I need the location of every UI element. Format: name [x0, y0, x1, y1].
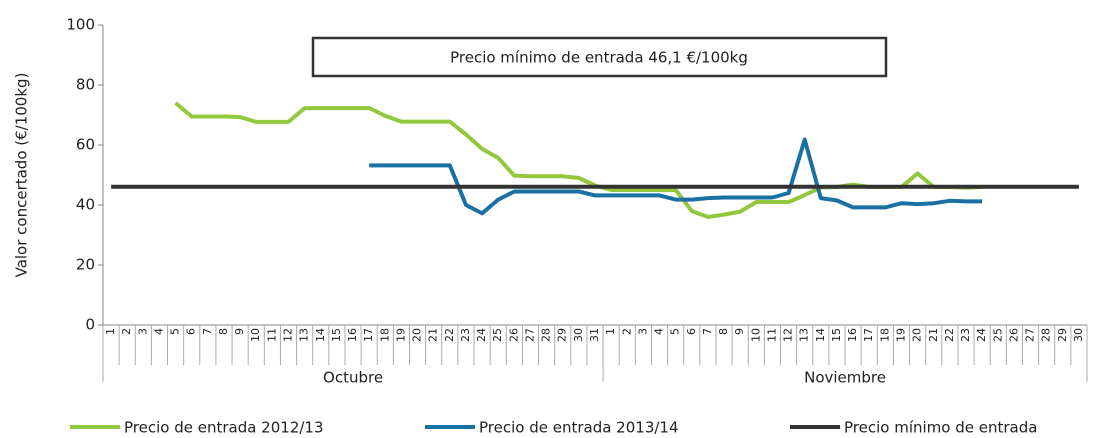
x-tick-label: 7 [201, 328, 214, 335]
x-tick-label: 21 [927, 328, 940, 342]
x-tick-label: 12 [282, 328, 295, 342]
x-tick-label: 14 [314, 328, 327, 342]
x-tick-label: 9 [733, 328, 746, 335]
x-tick-label: 28 [1040, 328, 1053, 342]
legend-label: Precio de entrada 2012/13 [124, 419, 324, 437]
x-tick-label: 9 [233, 328, 246, 335]
x-tick-label: 30 [1072, 328, 1085, 342]
annotation-box [311, 36, 888, 78]
x-tick-label: 6 [685, 328, 698, 335]
x-tick-label: 5 [669, 328, 682, 335]
x-tick-label: 8 [217, 328, 230, 335]
y-tick-label: 100 [66, 16, 95, 34]
x-tick-label: 2 [120, 328, 133, 335]
x-tick-label: 15 [830, 328, 843, 342]
y-tick-label: 40 [76, 196, 95, 214]
y-tick-label: 20 [76, 256, 95, 274]
y-axis-label: Valor concertado (€/100kg) [13, 73, 31, 278]
x-tick-label: 1 [604, 328, 617, 335]
x-tick-label: 10 [749, 328, 762, 342]
y-tick-label: 60 [76, 136, 95, 154]
x-tick-label: 5 [169, 328, 182, 335]
x-tick-label: 26 [507, 328, 520, 342]
x-tick-label: 13 [298, 328, 311, 342]
x-tick-label: 28 [540, 328, 553, 342]
x-tick-label: 11 [765, 328, 778, 342]
y-tick-label: 80 [76, 76, 95, 94]
x-tick-label: 2 [620, 328, 633, 335]
x-tick-label: 10 [249, 328, 262, 342]
series-line [174, 101, 983, 219]
x-tick-label: 21 [427, 328, 440, 342]
x-tick-label: 7 [701, 328, 714, 335]
x-tick-label: 29 [556, 328, 569, 342]
x-tick-label: 18 [378, 328, 391, 342]
series-line [369, 137, 983, 216]
x-tick-label: 15 [330, 328, 343, 342]
x-tick-label: 8 [717, 328, 730, 335]
x-tick-label: 3 [636, 328, 649, 335]
x-tick-label: 3 [136, 328, 149, 335]
legend-label: Precio mínimo de entrada [844, 419, 1037, 437]
x-tick-label: 27 [1024, 328, 1037, 342]
x-tick-label: 25 [491, 328, 504, 342]
group-label: Noviembre [804, 369, 886, 387]
x-tick-label: 30 [572, 328, 585, 342]
x-tick-label: 16 [846, 328, 859, 342]
x-tick-label: 25 [991, 328, 1004, 342]
y-tick-label: 0 [85, 316, 95, 334]
x-tick-label: 26 [1007, 328, 1020, 342]
x-tick-label: 22 [943, 328, 956, 342]
x-tick-label: 27 [523, 328, 536, 342]
group-label: Octubre [323, 369, 383, 387]
x-tick-label: 18 [878, 328, 891, 342]
x-tick-label: 31 [588, 328, 601, 342]
x-tick-label: 23 [959, 328, 972, 342]
x-tick-label: 16 [346, 328, 359, 342]
x-tick-label: 4 [653, 328, 666, 335]
x-tick-label: 6 [185, 328, 198, 335]
x-tick-label: 17 [862, 328, 875, 342]
x-tick-label: 24 [975, 328, 988, 342]
x-tick-label: 19 [894, 328, 907, 342]
x-tick-label: 20 [411, 328, 424, 342]
x-tick-label: 12 [782, 328, 795, 342]
x-tick-label: 4 [152, 328, 165, 335]
x-tick-label: 11 [265, 328, 278, 342]
x-tick-label: 23 [459, 328, 472, 342]
x-tick-label: 13 [798, 328, 811, 342]
x-tick-label: 29 [1056, 328, 1069, 342]
legend-label: Precio de entrada 2013/14 [479, 419, 679, 437]
annotation: Precio mínimo de entrada 46,1 €/100kg [450, 49, 748, 67]
x-tick-label: 1 [104, 328, 117, 335]
x-tick-label: 22 [443, 328, 456, 342]
x-tick-label: 14 [814, 328, 827, 342]
x-tick-label: 24 [475, 328, 488, 342]
x-tick-label: 19 [394, 328, 407, 342]
x-tick-label: 20 [911, 328, 924, 342]
x-tick-label: 17 [362, 328, 375, 342]
